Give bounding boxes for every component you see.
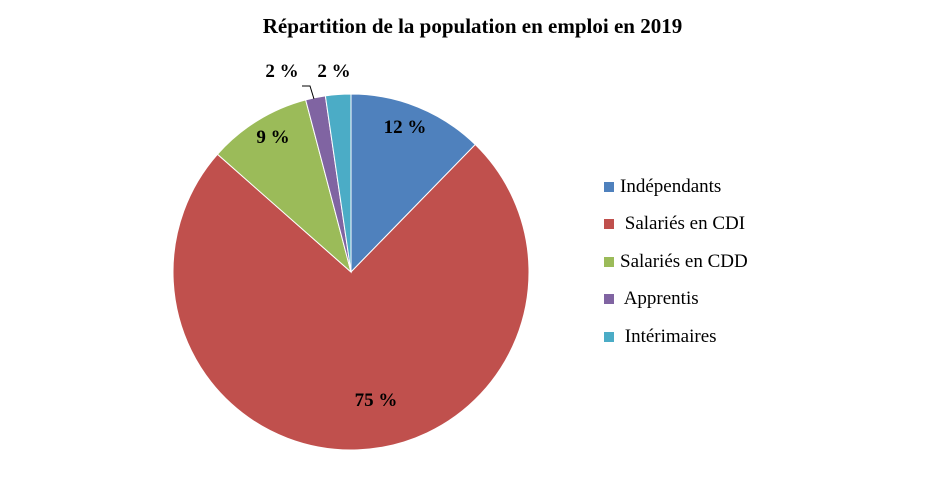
legend-label: Salariés en CDI (620, 213, 746, 235)
pie-slice-salari-s-en-cdd (216, 99, 352, 274)
pie-slice-ind-pendants (350, 93, 476, 274)
data-label: 2 % (265, 61, 298, 82)
legend-swatch (604, 294, 614, 305)
legend-item: Salariés en CDD (604, 243, 748, 281)
legend-item: Intérimaires (604, 318, 748, 356)
legend-swatch (604, 181, 614, 192)
chart-title: Répartition de la population en emploi e… (262, 14, 683, 38)
legend-swatch (604, 219, 614, 230)
legend-swatch (604, 256, 614, 267)
legend: Indépendants Salariés en CDI Salariés en … (604, 168, 748, 356)
pie-slice-int-rimaires (324, 93, 352, 273)
legend-swatch (604, 331, 614, 342)
legend-label: Indépendants (620, 175, 722, 197)
data-label: 9 % (256, 127, 289, 148)
data-label: 2 % (317, 61, 350, 82)
leader-line (302, 85, 315, 100)
pie-slice-salari-s-en-cdi (172, 143, 530, 451)
legend-label: Salariés en CDD (620, 250, 748, 272)
legend-label: Apprentis (620, 288, 699, 310)
legend-item: Apprentis (604, 281, 748, 319)
data-label: 75 % (355, 390, 398, 411)
legend-item: Indépendants (604, 168, 748, 206)
data-label: 12 % (384, 117, 427, 138)
legend-item: Salariés en CDI (604, 206, 748, 244)
legend-label: Intérimaires (620, 325, 717, 347)
